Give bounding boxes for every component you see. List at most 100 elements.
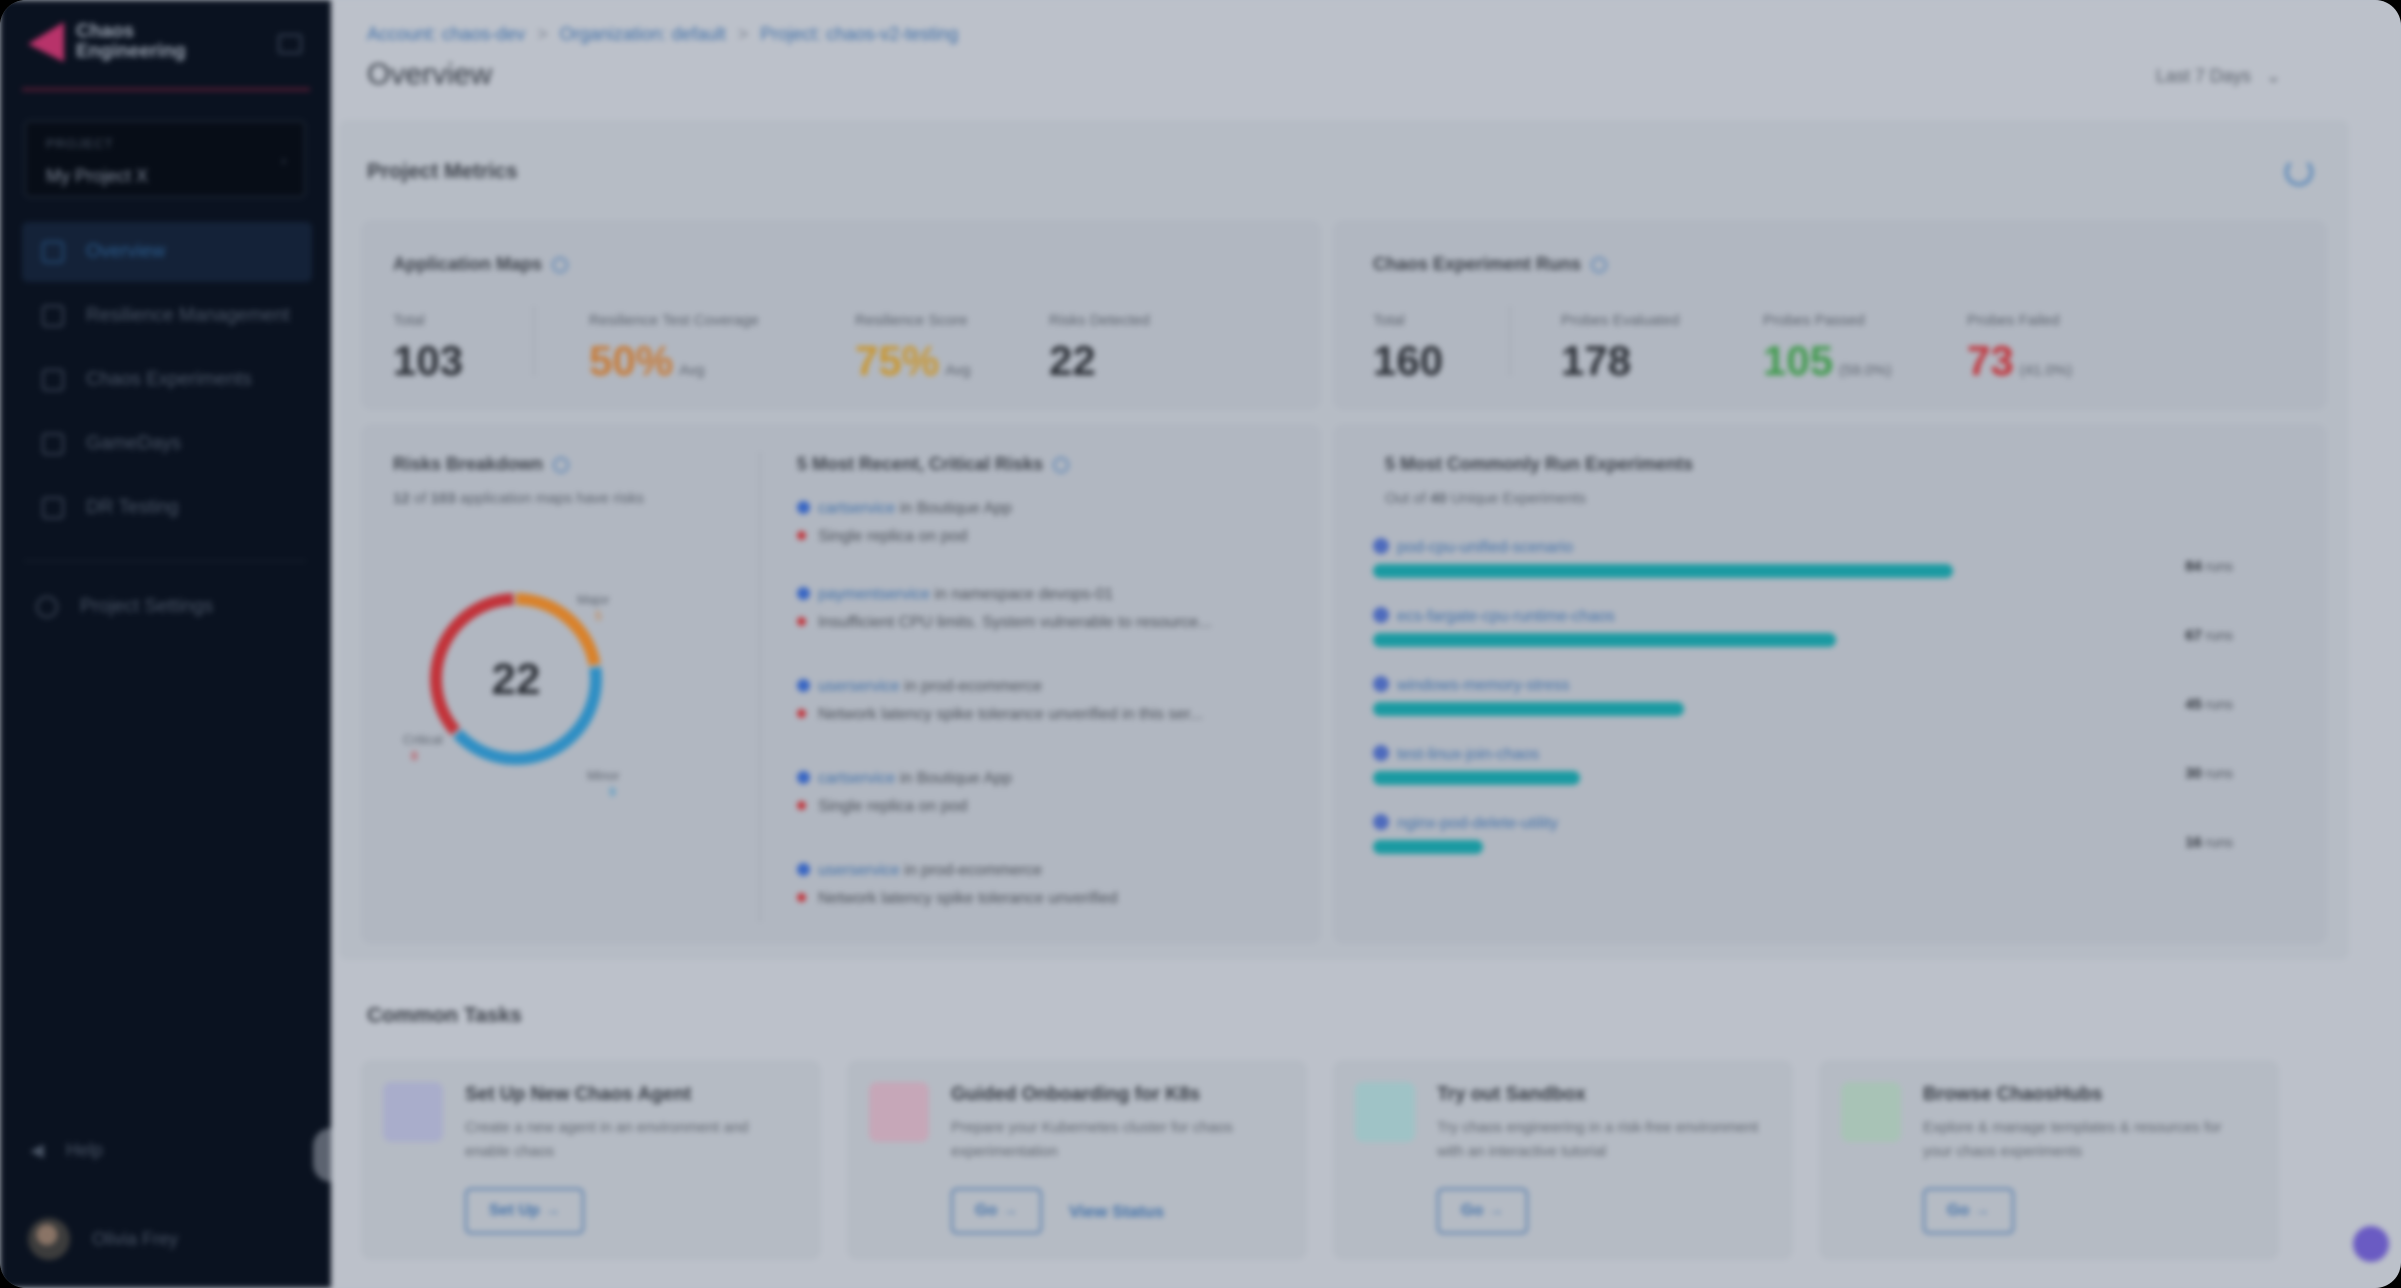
view-status-link[interactable]: View Status (1069, 1202, 1165, 1221)
critical-dot-icon (797, 531, 806, 540)
button-label: Set Up (489, 1202, 540, 1219)
project-selector[interactable]: PROJECT My Project X › (24, 120, 306, 198)
critical-dot-icon (797, 893, 806, 902)
gear-icon (36, 596, 58, 618)
help-link[interactable]: ◀ Help (30, 1140, 103, 1161)
risk-maps-count: 12 (393, 490, 410, 507)
sidebar-item-chaos-experiments[interactable]: Chaos Experiments (22, 350, 312, 410)
experiment-name-link[interactable]: pod-cpu-unified-scenario (1373, 538, 2233, 557)
experiment-name: nginx-pod-delete-utility (1397, 815, 1558, 832)
stat-value: 160 (1373, 337, 1444, 384)
info-icon[interactable] (553, 457, 570, 474)
card-title: Application Maps (393, 254, 569, 275)
logo: Chaos Engineering (28, 22, 186, 62)
breadcrumb-project[interactable]: Project: chaos-v2-testing (760, 24, 959, 44)
experiment-name-link[interactable]: nginx-pod-delete-utility (1373, 814, 2233, 833)
service-link[interactable]: cartservice (818, 770, 896, 787)
divider (24, 560, 306, 562)
experiment-name-link[interactable]: test-linux-join-chaos (1373, 745, 2233, 764)
divider (533, 306, 535, 376)
risks-total: 22 (492, 655, 541, 704)
run-count-value: 16 (2185, 834, 2202, 851)
go-button[interactable]: Go → (1923, 1188, 2014, 1234)
button-label: Go (1461, 1202, 1484, 1219)
namespace: prod-ecommerce (921, 678, 1043, 695)
stat-value: 50% Avg (589, 337, 759, 385)
stat-value: 105 (59.0%) (1763, 337, 1892, 385)
user-profile[interactable]: Olivia Frey (28, 1218, 178, 1260)
chaos-runs-card: Chaos Experiment Runs Total 160 Probes E… (1333, 220, 2327, 410)
critical-dot-icon (797, 709, 806, 718)
refresh-icon (42, 497, 64, 519)
stat-number: 75% (855, 337, 940, 384)
experiment-row: nginx-pod-delete-utility 16 runs (1373, 814, 2233, 874)
chevron-down-icon: › (281, 152, 286, 168)
unique-experiments-count: 40 (1430, 490, 1447, 507)
service-link[interactable]: cartservice (818, 500, 896, 517)
application-maps-card: Application Maps Total 103 Resilience Te… (361, 220, 1321, 410)
service-icon (797, 501, 810, 514)
run-count-unit: runs (2205, 627, 2233, 643)
info-icon[interactable] (552, 257, 569, 274)
card-title: Risks Breakdown (393, 454, 570, 475)
button-label: Go (1947, 1202, 1970, 1219)
experiment-run-bar (1373, 771, 1580, 785)
experiment-row: pod-cpu-unified-scenario 84 runs (1373, 538, 2233, 598)
stat-total-maps: Total 103 (393, 312, 463, 385)
experiment-name: test-linux-join-chaos (1397, 746, 1540, 763)
breadcrumb-organization[interactable]: Organization: default (559, 24, 726, 44)
task-description: Explore & manage templates & resources f… (1923, 1119, 2222, 1160)
stat-label: Resilience Score (855, 312, 968, 329)
page-title: Overview (367, 58, 493, 91)
refresh-icon[interactable] (2285, 158, 2313, 186)
experiment-name-link[interactable]: ecs-fargate-cpu-runtime-chaos (1373, 607, 2233, 626)
experiment-name-link[interactable]: windows-memory-stress (1373, 676, 2233, 695)
experiment-name: pod-cpu-unified-scenario (1397, 539, 1574, 556)
experiment-type-icon (1373, 745, 1389, 761)
set-up-button[interactable]: Set Up → (465, 1188, 585, 1234)
service-link[interactable]: userservice (818, 678, 900, 695)
go-button[interactable]: Go → (1437, 1188, 1528, 1234)
experiment-run-bar (1373, 633, 1836, 647)
sidebar-item-label: DR Testing (86, 497, 179, 518)
task-card-chaoshubs: Browse ChaosHubs Explore & manage templa… (1819, 1060, 2279, 1260)
experiment-run-count: 16 runs (2185, 834, 2233, 851)
chevron-down-icon: ⌄ (2265, 66, 2281, 86)
sidebar-item-project-settings[interactable]: Project Settings (36, 596, 213, 618)
service-link[interactable]: paymentservice (818, 586, 931, 603)
experiment-name: ecs-fargate-cpu-runtime-chaos (1397, 608, 1615, 625)
risks-donut-chart: 22 Major 5 Minor 9 Critical 8 (403, 592, 620, 799)
stat-value: 103 (393, 337, 464, 384)
info-icon[interactable] (1591, 257, 1608, 274)
experiment-run-count: 67 runs (2185, 627, 2233, 644)
sidebar-toggle-icon[interactable] (278, 34, 302, 54)
sidebar-item-label: Project Settings (80, 596, 214, 617)
task-description: Try chaos engineering in a risk-free env… (1437, 1119, 1759, 1160)
breadcrumb-account[interactable]: Account: chaos-dev (367, 24, 526, 44)
critical-dot-icon (797, 617, 806, 626)
experiment-run-bar (1373, 840, 1483, 854)
hub-icon (1841, 1082, 1901, 1142)
sidebar: Chaos Engineering PROJECT My Project X ›… (0, 0, 331, 1288)
stat-number: 73 (1967, 337, 2014, 384)
recent-risks-title: 5 Most Recent, Critical Risks (797, 454, 1044, 474)
stat-test-coverage: Resilience Test Coverage 50% Avg (589, 312, 759, 385)
sidebar-item-resilience-management[interactable]: Resilience Management (22, 286, 312, 346)
service-link[interactable]: userservice (818, 862, 900, 879)
time-range-select[interactable]: Last 7 Days ⌄ (2156, 66, 2281, 87)
service-icon (797, 679, 810, 692)
stat-risks-detected: Risks Detected 22 (1049, 312, 1150, 385)
sidebar-item-overview[interactable]: Overview (22, 222, 312, 282)
go-button[interactable]: Go → (951, 1188, 1042, 1234)
sidebar-item-dr-testing[interactable]: DR Testing (22, 478, 312, 538)
stat-total-runs: Total 160 (1373, 312, 1443, 385)
donut-segment-critical (430, 593, 602, 765)
label-minor: Minor (587, 768, 620, 783)
critical-dot-icon (797, 801, 806, 810)
run-count-value: 67 (2185, 627, 2202, 644)
sidebar-item-gamedays[interactable]: GameDays (22, 414, 312, 474)
info-icon[interactable] (1053, 457, 1070, 474)
chat-assistant-icon[interactable] (2353, 1226, 2389, 1262)
risk-description: Single replica on pod (818, 528, 968, 545)
breadcrumb-separator: > (737, 24, 749, 44)
